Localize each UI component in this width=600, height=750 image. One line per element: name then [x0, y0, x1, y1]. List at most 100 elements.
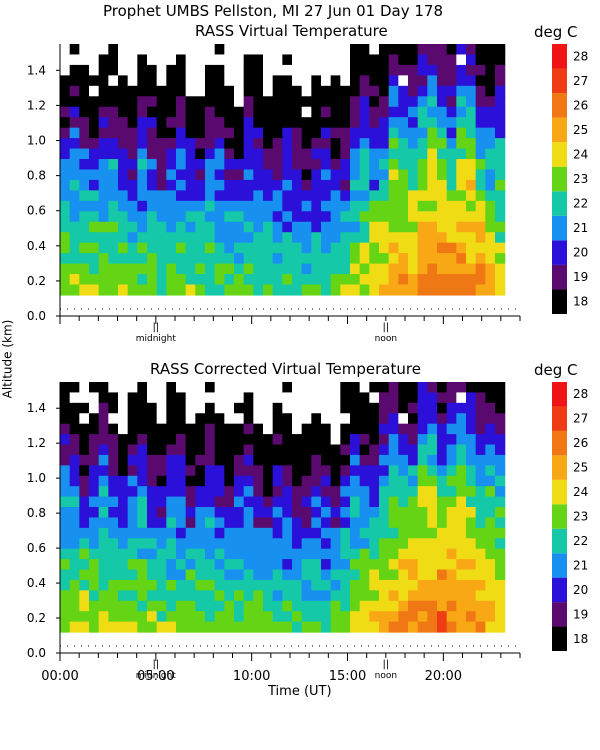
heatmap-cell: [108, 454, 119, 466]
heatmap-cell: [456, 169, 467, 181]
heatmap-cell: [205, 413, 216, 425]
heatmap-cell: [166, 159, 177, 171]
heatmap-cell: [437, 538, 448, 550]
heatmap-cell: [234, 486, 245, 498]
heatmap-cell: [446, 579, 457, 591]
heatmap-cell: [485, 600, 496, 612]
heatmap-cell: [311, 85, 322, 97]
heatmap-cell: [137, 274, 148, 286]
y-tick-label: 0.6: [27, 541, 46, 555]
heatmap-cell: [205, 253, 216, 265]
heatmap-cell: [456, 434, 467, 446]
heatmap-cell: [485, 64, 496, 76]
heatmap-cell: [69, 548, 80, 560]
heatmap-cell: [282, 242, 293, 254]
heatmap-cell: [108, 221, 119, 233]
heatmap-cell: [398, 559, 409, 571]
heatmap-cell: [253, 138, 264, 150]
heatmap-cell: [379, 611, 390, 623]
heatmap-cell: [185, 179, 196, 191]
heatmap-cell: [185, 621, 196, 633]
heatmap-cell: [446, 106, 457, 118]
heatmap-cell: [156, 284, 167, 296]
heatmap-cell: [292, 611, 303, 623]
heatmap-cell: [118, 200, 129, 212]
heatmap-cell: [156, 486, 167, 498]
heatmap-cell: [359, 75, 370, 87]
heatmap-cell: [292, 179, 303, 191]
heatmap-cell: [475, 64, 486, 76]
heatmap-cell: [253, 96, 264, 108]
heatmap-cell: [379, 117, 390, 129]
heatmap-cell: [224, 242, 235, 254]
heatmap-cell: [137, 517, 148, 529]
heatmap-cell: [456, 611, 467, 623]
heatmap-cell: [427, 454, 438, 466]
heatmap-cell: [79, 232, 90, 244]
heatmap-cell: [417, 392, 428, 404]
heatmap-cell: [379, 263, 390, 275]
heatmap-cell: [330, 402, 341, 414]
heatmap-cell: [388, 274, 399, 286]
heatmap-cell: [417, 190, 428, 202]
colorbar-tick-label: 24: [573, 485, 588, 499]
heatmap-cell: [89, 590, 100, 602]
heatmap-cell: [282, 169, 293, 181]
heatmap-cell: [495, 263, 506, 275]
heatmap-cell: [427, 85, 438, 97]
heatmap-cell: [388, 548, 399, 560]
heatmap-cell: [224, 44, 235, 56]
heatmap-cell: [234, 75, 245, 87]
heatmap-cell: [166, 127, 177, 139]
heatmap-cell: [108, 434, 119, 446]
heatmap-cell: [485, 211, 496, 223]
heatmap-cell: [234, 444, 245, 456]
heatmap-cell: [118, 507, 129, 519]
heatmap-cell: [243, 590, 254, 602]
heatmap-cell: [127, 232, 138, 244]
heatmap-cell: [417, 590, 428, 602]
heatmap-cell: [147, 274, 158, 286]
heatmap-cell: [485, 190, 496, 202]
heatmap-cell: [388, 611, 399, 623]
heatmap-cell: [475, 190, 486, 202]
heatmap-cell: [301, 611, 312, 623]
heatmap-cell: [398, 221, 409, 233]
heatmap-cell: [253, 600, 264, 612]
heatmap-cell: [475, 263, 486, 275]
heatmap-cell: [466, 75, 477, 87]
heatmap-cell: [379, 621, 390, 633]
heatmap-cell: [156, 242, 167, 254]
heatmap-cell: [311, 507, 322, 519]
heatmap-cell: [437, 127, 448, 139]
heatmap-cell: [118, 611, 129, 623]
heatmap-cell: [108, 75, 119, 87]
heatmap-cell: [156, 517, 167, 529]
heatmap-cell: [195, 284, 206, 296]
heatmap-cell: [379, 284, 390, 296]
heatmap-cell: [301, 382, 312, 394]
heatmap-cell: [89, 402, 100, 414]
heatmap-cell: [437, 486, 448, 498]
heatmap-cell: [369, 138, 380, 150]
heatmap-cell: [137, 179, 148, 191]
heatmap-cell: [253, 517, 264, 529]
heatmap-cell: [427, 621, 438, 633]
heatmap-cell: [446, 507, 457, 519]
heatmap-cell: [185, 548, 196, 560]
heatmap-cell: [475, 253, 486, 265]
heatmap-cell: [243, 64, 254, 76]
heatmap-cell: [282, 138, 293, 150]
heatmap-cell: [224, 496, 235, 508]
heatmap-cell: [127, 148, 138, 160]
heatmap-cell: [60, 382, 71, 394]
figure-title: Prophet UMBS Pellston, MI 27 Jun 01 Day …: [103, 2, 443, 20]
heatmap-cell: [301, 284, 312, 296]
heatmap-cell: [195, 96, 206, 108]
heatmap-cell: [60, 413, 71, 425]
heatmap-cell: [108, 475, 119, 487]
heatmap-cell: [311, 402, 322, 414]
heatmap-cell: [437, 465, 448, 477]
heatmap-cell: [166, 179, 177, 191]
heatmap-cell: [417, 579, 428, 591]
